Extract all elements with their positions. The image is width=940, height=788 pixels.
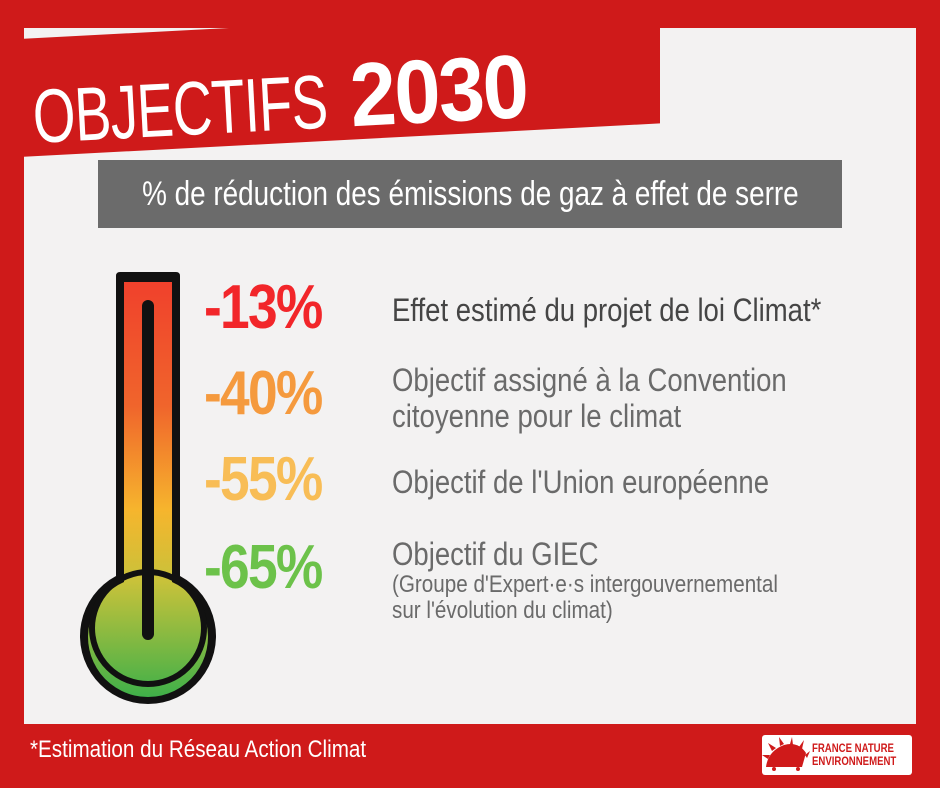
item-description: Objectif assigné à la Convention citoyen… bbox=[392, 362, 787, 434]
logo-line1: FRANCE NATURE bbox=[812, 741, 894, 755]
percent-value: -40% bbox=[204, 359, 323, 428]
hedgehog-icon bbox=[762, 737, 810, 771]
item-note: sur l'évolution du climat) bbox=[392, 597, 613, 624]
percent-value: -55% bbox=[204, 445, 323, 514]
item-description: Effet estimé du projet de loi Climat* bbox=[392, 292, 822, 328]
logo: FRANCE NATURE ENVIRONNEMENT bbox=[762, 735, 912, 775]
item-description: Objectif du GIEC (Groupe d'Expert·e·s in… bbox=[392, 536, 778, 624]
percent-value: -13% bbox=[204, 273, 323, 342]
percent-value: -65% bbox=[204, 533, 323, 602]
logo-line2: ENVIRONNEMENT bbox=[812, 754, 897, 768]
footnote: *Estimation du Réseau Action Climat bbox=[30, 736, 367, 763]
item-description: Objectif de l'Union européenne bbox=[392, 464, 770, 500]
item-note: (Groupe d'Expert·e·s intergouvernemental bbox=[392, 571, 778, 598]
title-year: 2030 bbox=[347, 37, 530, 147]
subtitle-text: % de réduction des émissions de gaz à ef… bbox=[141, 174, 799, 213]
title-word: OBJECTIFS bbox=[30, 59, 330, 160]
thermometer-icon bbox=[80, 272, 216, 704]
subtitle-banner: % de réduction des émissions de gaz à ef… bbox=[98, 160, 842, 228]
